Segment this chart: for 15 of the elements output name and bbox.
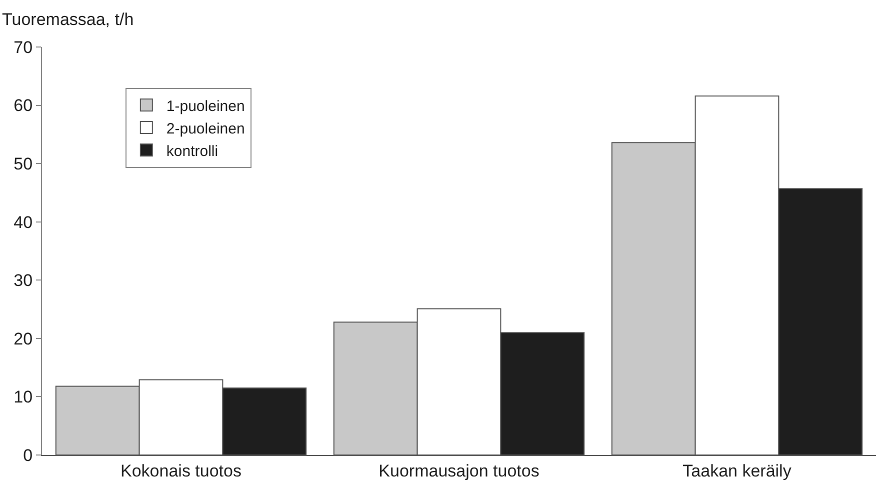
y-tick-label: 0 xyxy=(23,446,33,465)
y-tick-label: 60 xyxy=(14,96,33,116)
x-tick-label: Taakan keräily xyxy=(682,461,792,480)
y-tick-label: 20 xyxy=(14,329,33,348)
y-tick-label: 50 xyxy=(14,154,33,174)
y-axis-title: Tuoremassaa, t/h xyxy=(2,10,134,29)
x-tick-label: Kuormausajon tuotos xyxy=(378,461,540,480)
y-tick-label: 30 xyxy=(14,271,33,290)
legend-label: 2-puoleinen xyxy=(166,120,245,138)
y-tick-label: 10 xyxy=(14,388,33,407)
y-tick-label: 40 xyxy=(14,212,33,232)
legend-label: 1-puoleinen xyxy=(166,98,245,115)
x-tick-label: Kokonais tuotos xyxy=(120,461,242,480)
y-tick-label: 70 xyxy=(14,38,33,57)
legend-label: kontrolli xyxy=(166,142,218,160)
